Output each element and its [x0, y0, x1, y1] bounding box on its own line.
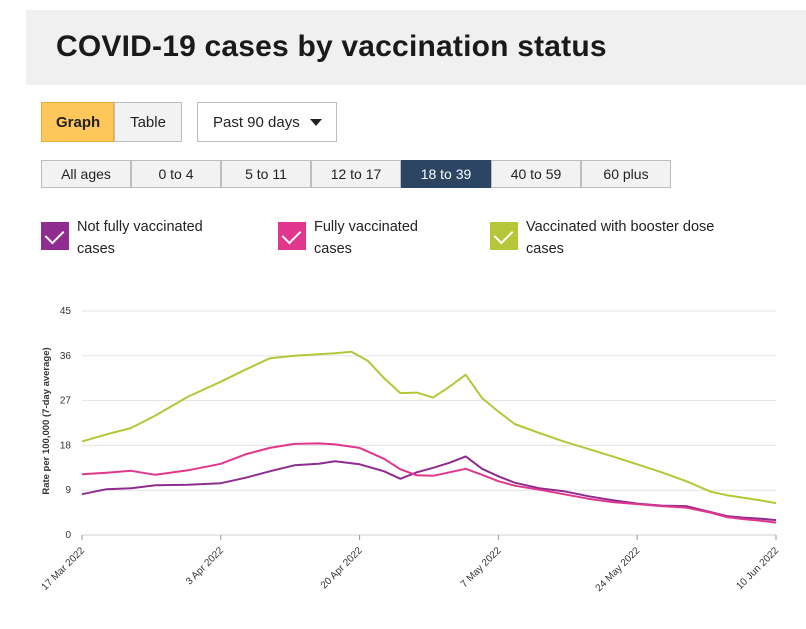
- age-5-to-11-button[interactable]: 5 to 11: [221, 160, 311, 188]
- x-tick-label: 7 May 2022: [459, 545, 504, 590]
- y-tick-label: 27: [60, 396, 72, 407]
- x-tick-label: 17 Mar 2022: [40, 545, 88, 593]
- checkbox-checked-icon[interactable]: [278, 222, 306, 250]
- y-tick-label: 45: [60, 306, 72, 317]
- age-0-to-4-button[interactable]: 0 to 4: [131, 160, 221, 188]
- legend-not-fully-vaccinated[interactable]: Not fully vaccinated cases: [41, 216, 203, 260]
- y-tick-label: 9: [65, 485, 71, 496]
- checkbox-checked-icon[interactable]: [41, 222, 69, 250]
- series-line-not-fully-vaccinated: [81, 455, 777, 522]
- x-axis: 17 Mar 2022 3 Apr 2022 20 Apr 2022 7 May 20…: [40, 535, 781, 594]
- legend-label: Vaccinated with booster dose cases: [526, 219, 715, 257]
- x-tick-label: 20 Apr 2022: [319, 545, 365, 591]
- table-button[interactable]: Table: [114, 102, 182, 142]
- age-40-to-59-button[interactable]: 40 to 59: [491, 160, 581, 188]
- legend-booster-dose[interactable]: Vaccinated with booster dose cases: [490, 216, 714, 260]
- age-12-to-17-button[interactable]: 12 to 17: [311, 160, 401, 188]
- series-line-fully-vaccinated: [81, 442, 777, 524]
- y-tick-label: 18: [60, 440, 72, 451]
- y-tick-label: 0: [65, 530, 71, 541]
- legend-label: Not fully vaccinated cases: [77, 219, 203, 257]
- age-60-plus-button[interactable]: 60 plus: [581, 160, 671, 188]
- x-tick-label: 10 Jun 2022: [734, 545, 781, 592]
- view-toggle: Graph Table: [41, 102, 182, 142]
- line-chart: 0 9 18 27 36 45 Rate per 100,000 (7-day avera…: [40, 306, 782, 594]
- grid-lines: [82, 310, 776, 536]
- y-axis-label: Rate per 100,000 (7-day average): [41, 347, 52, 494]
- page-header: COVID-19 cases by vaccination status: [26, 10, 806, 85]
- x-tick-label: 24 May 2022: [594, 545, 643, 594]
- period-select[interactable]: Past 90 days: [197, 102, 337, 142]
- legend-label: Fully vaccinated cases: [314, 219, 418, 257]
- series-line-booster: [81, 350, 777, 505]
- y-tick-label: 36: [60, 351, 72, 362]
- caret-down-icon: [310, 119, 322, 126]
- age-group-selector: All ages 0 to 4 5 to 11 12 to 17 18 to 3…: [41, 160, 671, 188]
- period-select-value: Past 90 days: [213, 113, 300, 131]
- graph-button[interactable]: Graph: [41, 102, 114, 142]
- series-lines: [81, 350, 777, 524]
- page-title: COVID-19 cases by vaccination status: [56, 30, 607, 63]
- y-axis: 0 9 18 27 36 45: [60, 306, 72, 541]
- checkbox-checked-icon[interactable]: [490, 222, 518, 250]
- age-18-to-39-button[interactable]: 18 to 39: [401, 160, 491, 188]
- x-tick-label: 3 Apr 2022: [184, 545, 226, 587]
- age-all-ages-button[interactable]: All ages: [41, 160, 131, 188]
- legend-fully-vaccinated[interactable]: Fully vaccinated cases: [278, 216, 418, 260]
